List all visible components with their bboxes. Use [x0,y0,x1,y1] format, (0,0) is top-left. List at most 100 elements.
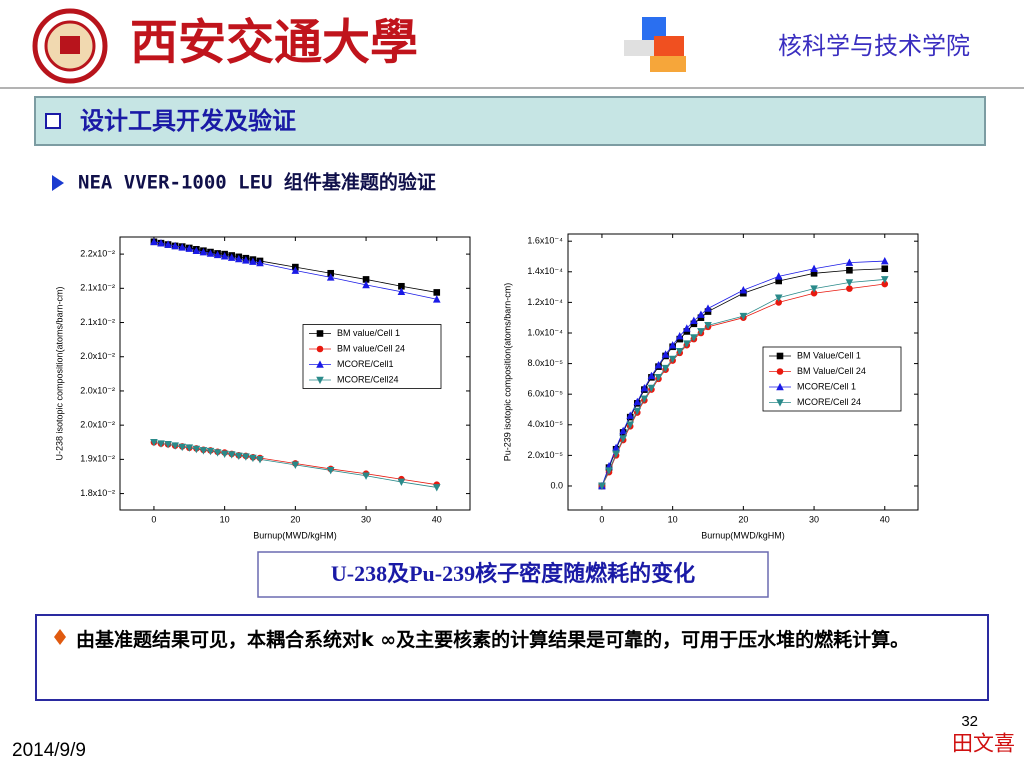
marker [704,304,712,312]
section-bar [34,96,986,146]
marker [810,285,818,293]
marker [775,277,783,285]
subtitle-bullet [52,175,64,191]
marker [776,368,784,375]
marker [326,273,335,281]
y-axis-title: U-238 isotopic composition(atoms/barn-cm… [54,286,64,460]
y-tick-label: 1.2x10⁻⁴ [527,297,563,307]
y-tick-label: 1.8x10⁻² [80,488,115,498]
marker [206,447,215,456]
marker [234,452,243,461]
marker [397,478,406,487]
marker [668,355,677,364]
marker [185,244,194,252]
marker [249,454,257,463]
y-tick-label: 6.0x10⁻⁵ [527,389,563,399]
y-tick-label: 1.0x10⁻⁴ [527,327,563,337]
marker [256,258,264,267]
marker [213,449,222,457]
marker [739,312,748,321]
y-tick-label: 1.9x10⁻² [80,454,115,464]
marker [242,453,250,461]
marker [316,345,324,353]
marker [164,240,172,248]
y-tick-label: 2.0x10⁻² [80,420,115,430]
legend-label: BM Value/Cell 1 [797,350,861,360]
marker [316,330,324,337]
marker [291,266,300,274]
marker [249,257,257,265]
marker [739,286,748,294]
y-tick-label: 2.0x10⁻⁵ [527,450,563,460]
marker [213,250,222,259]
marker [810,289,818,297]
marker [697,328,705,336]
marker [326,467,335,475]
marker [774,272,783,280]
marker [661,350,670,358]
marker [774,294,783,302]
marker [178,443,187,452]
marker [192,246,201,254]
marker [633,397,642,406]
marker [397,287,406,296]
marker [626,411,635,419]
marker [633,407,642,416]
marker [185,444,194,452]
marker [647,371,656,380]
marker [234,254,243,263]
marker [690,316,698,325]
marker [880,256,889,265]
marker [362,280,370,289]
marker [647,384,656,393]
marker [199,447,208,455]
x-tick-label: 40 [880,514,890,524]
caption-box [257,551,769,598]
marker [157,239,165,247]
logo-emblem-center [60,36,80,54]
marker [227,451,236,459]
school-name: 核科学与技术学院 [778,32,970,60]
y-axis-title: Pu-239 isotopic composition(atoms/barn-c… [502,283,512,462]
marker [682,324,691,332]
marker [846,285,853,292]
marker [316,376,324,385]
y-tick-label: 8.0x10⁻⁵ [527,358,563,368]
author: 田文喜 [952,732,1015,756]
marker [227,253,236,261]
marker [810,264,818,273]
marker [690,334,698,342]
marker [242,256,250,264]
y-tick-label: 2.2x10⁻² [80,248,115,258]
marker [704,322,712,330]
note-box [35,614,989,701]
marker [150,237,158,246]
marker [697,310,705,318]
section-title: 设计工具开发及验证 [80,107,296,135]
x-tick-label: 10 [220,514,230,524]
marker [880,276,889,284]
x-tick-label: 30 [361,514,371,524]
deco-block [654,36,684,58]
page-number: 32 [961,713,978,730]
marker [432,484,441,492]
marker [619,435,627,443]
marker [612,450,620,458]
x-tick-label: 30 [809,514,819,524]
marker [171,442,179,450]
x-axis-title: Burnup(MWD/kgHM) [701,530,785,540]
marker [881,280,889,288]
y-tick-label: 2.0x10⁻² [80,385,115,395]
y-tick-label: 4.0x10⁻⁵ [527,419,563,429]
y-tick-label: 1.6x10⁻⁴ [527,236,563,246]
marker [881,265,889,273]
marker [640,395,649,403]
marker [178,243,187,251]
marker [432,295,441,303]
logo-text: 西安交通大學 [130,15,418,71]
date: 2014/9/9 [12,740,86,761]
legend-label: MCORE/Cell 24 [797,397,861,407]
x-tick-label: 0 [599,514,604,524]
